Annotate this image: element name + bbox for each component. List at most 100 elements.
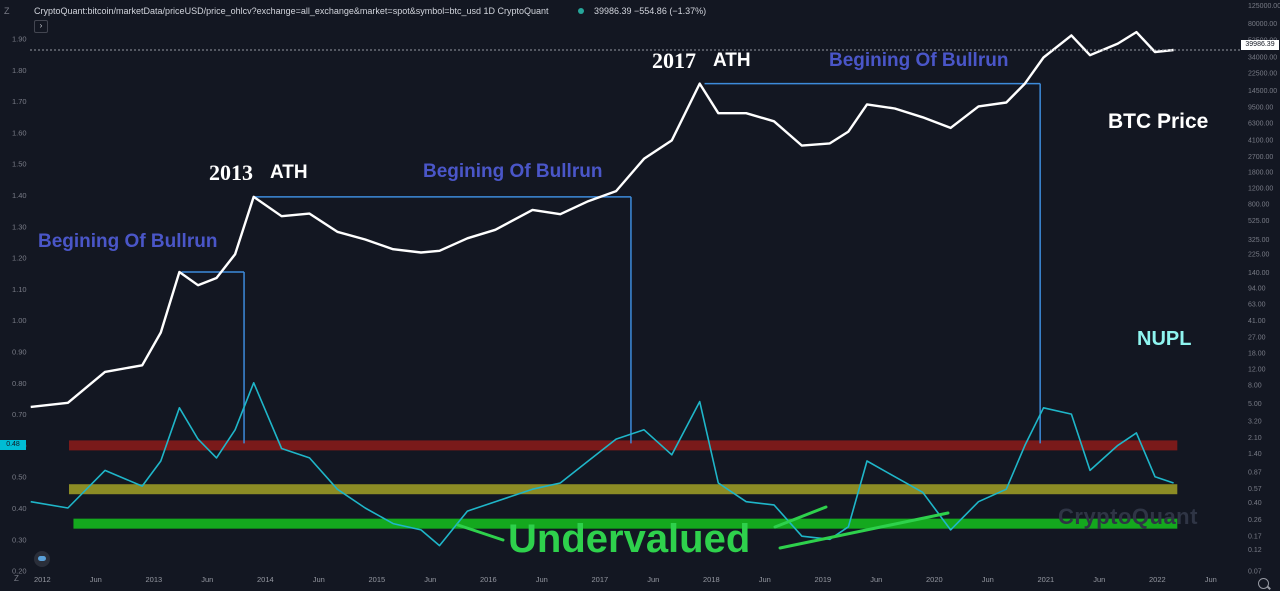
nupl-value-tag: 0.48 [0,440,26,450]
undervalued-label: Undervalued [508,517,750,561]
price-value-tag: 39986.39 [1241,40,1279,50]
nupl-tick-label: 0.40 [12,504,27,513]
price-tick-label: 2.10 [1248,435,1262,442]
ath-2017-word: ATH [713,50,751,71]
price-tick-label: 41.00 [1248,318,1266,325]
nupl-tick-label: 0.70 [12,410,27,419]
nupl-tick-label: 0.20 [12,567,27,576]
nupl-label: NUPL [1137,328,1191,350]
price-readout: 39986.39 −554.86 (−1.37%) [594,6,707,16]
price-tick-label: 325.00 [1248,237,1270,244]
time-tick-label: Jun [201,575,213,584]
band-green [73,518,1178,529]
series-lines [30,30,1174,547]
search-icon[interactable] [1258,578,1269,589]
ath-2013-year: 2013 [209,160,253,185]
nupl-axis: 1.90 1.80 1.70 1.60 1.50 1.40 1.30 1.20 1.10 1.00… [12,35,27,576]
btc-price-label: BTC Price [1108,110,1208,133]
live-status-dot [578,8,584,14]
nupl-tick-label: 1.80 [12,66,27,75]
price-tick-label: 125000.00 [1248,3,1280,10]
ath-2013-word: ATH [270,162,308,183]
nupl-series-line [30,382,1174,547]
collapse-legend-button[interactable]: › [34,20,48,33]
chart-header: Z CryptoQuant:bitcoin/marketData/priceUS… [0,0,1240,22]
price-tick-label: 80000.00 [1248,21,1277,28]
btc-price-series-line [30,30,1174,409]
time-tick-label: 2020 [926,575,943,584]
bullrun-label-3: Begining Of Bullrun [829,50,1008,71]
nupl-tick-label: 0.90 [12,348,27,357]
time-tick-label: 2016 [480,575,497,584]
time-tick-label: 2018 [703,575,720,584]
time-axis: 2012 Jun 2013 Jun 2014 Jun 2015 Jun 2016 Jun 2017 J… [34,575,1217,584]
price-tick-label: 9500.00 [1248,104,1273,111]
time-tick-label: 2019 [815,575,832,584]
band-yellow [68,484,1178,495]
watermark: CryptoQuant [1058,504,1198,529]
price-tick-label: 12.00 [1248,366,1266,373]
time-tick-label: Jun [759,575,771,584]
time-tick-label: 2021 [1038,575,1055,584]
price-tick-label: 1800.00 [1248,170,1273,177]
nupl-tick-label: 1.00 [12,316,27,325]
price-tick-label: 5.00 [1248,401,1262,408]
symbol-title[interactable]: CryptoQuant:bitcoin/marketData/priceUSD/… [34,6,549,16]
time-tick-label: Jun [90,575,102,584]
nupl-tick-label: 1.40 [12,191,27,200]
cloud-logo-icon[interactable] [34,551,50,567]
nupl-tick-label: 1.70 [12,97,27,106]
price-tick-label: 0.26 [1248,517,1262,524]
price-tick-label: 8.00 [1248,382,1262,389]
price-tick-label: 0.87 [1248,469,1262,476]
price-tick-label: 34000.00 [1248,54,1277,61]
nupl-tick-label: 1.10 [12,285,27,294]
nupl-tick-label: 1.60 [12,128,27,137]
bullrun-label-1: Begining Of Bullrun [38,231,217,252]
bullrun-level-lines [181,82,1041,444]
time-tick-label: 2013 [146,575,163,584]
nupl-tick-label: 1.50 [12,160,27,169]
time-tick-label: Jun [647,575,659,584]
undervalued-pointer-2 [773,505,828,529]
time-tick-label: Jun [870,575,882,584]
price-tick-label: 140.00 [1248,270,1270,277]
price-tick-label: 2700.00 [1248,154,1273,161]
time-tick-label: Jun [982,575,994,584]
time-tick-label: 2022 [1149,575,1166,584]
time-tick-label: Jun [1205,575,1217,584]
price-tick-label: 94.00 [1248,286,1266,293]
price-tick-label: 18.00 [1248,351,1266,358]
nupl-bands [68,440,1178,529]
price-tick-label: 1200.00 [1248,186,1273,193]
price-tick-label: 225.00 [1248,251,1270,258]
corner-letter-bottom: Z [14,574,19,583]
price-tick-label: 0.17 [1248,534,1262,541]
price-tick-label: 6300.00 [1248,121,1273,128]
nupl-tick-label: 0.30 [12,535,27,544]
ath-2017-year: 2017 [652,48,696,73]
price-tick-label: 800.00 [1248,202,1270,209]
undervalued-pointer-3 [778,511,950,550]
price-axis: 125000.0080000.0052500.0034000.0022500.0… [30,3,1280,575]
price-tick-label: 1.40 [1248,451,1262,458]
price-tick-label: 22500.00 [1248,71,1277,78]
time-tick-label: 2015 [369,575,386,584]
price-tick-label: 27.00 [1248,335,1266,342]
price-tick-label: 0.07 [1248,568,1262,575]
price-tick-label: 0.40 [1248,500,1262,507]
time-tick-label: Jun [313,575,325,584]
band-red [68,440,1178,451]
undervalued-pointers [456,505,950,550]
time-tick-label: 2012 [34,575,51,584]
time-tick-label: Jun [536,575,548,584]
price-tick-label: 0.57 [1248,486,1262,493]
price-tick-label: 0.12 [1248,547,1262,554]
time-tick-label: Jun [1093,575,1105,584]
price-tick-label: 525.00 [1248,218,1270,225]
undervalued-pointer-1 [456,523,505,542]
nupl-tick-label: 0.50 [12,473,27,482]
price-tick-label: 14500.00 [1248,88,1277,95]
price-tick-label: 3.20 [1248,418,1262,425]
